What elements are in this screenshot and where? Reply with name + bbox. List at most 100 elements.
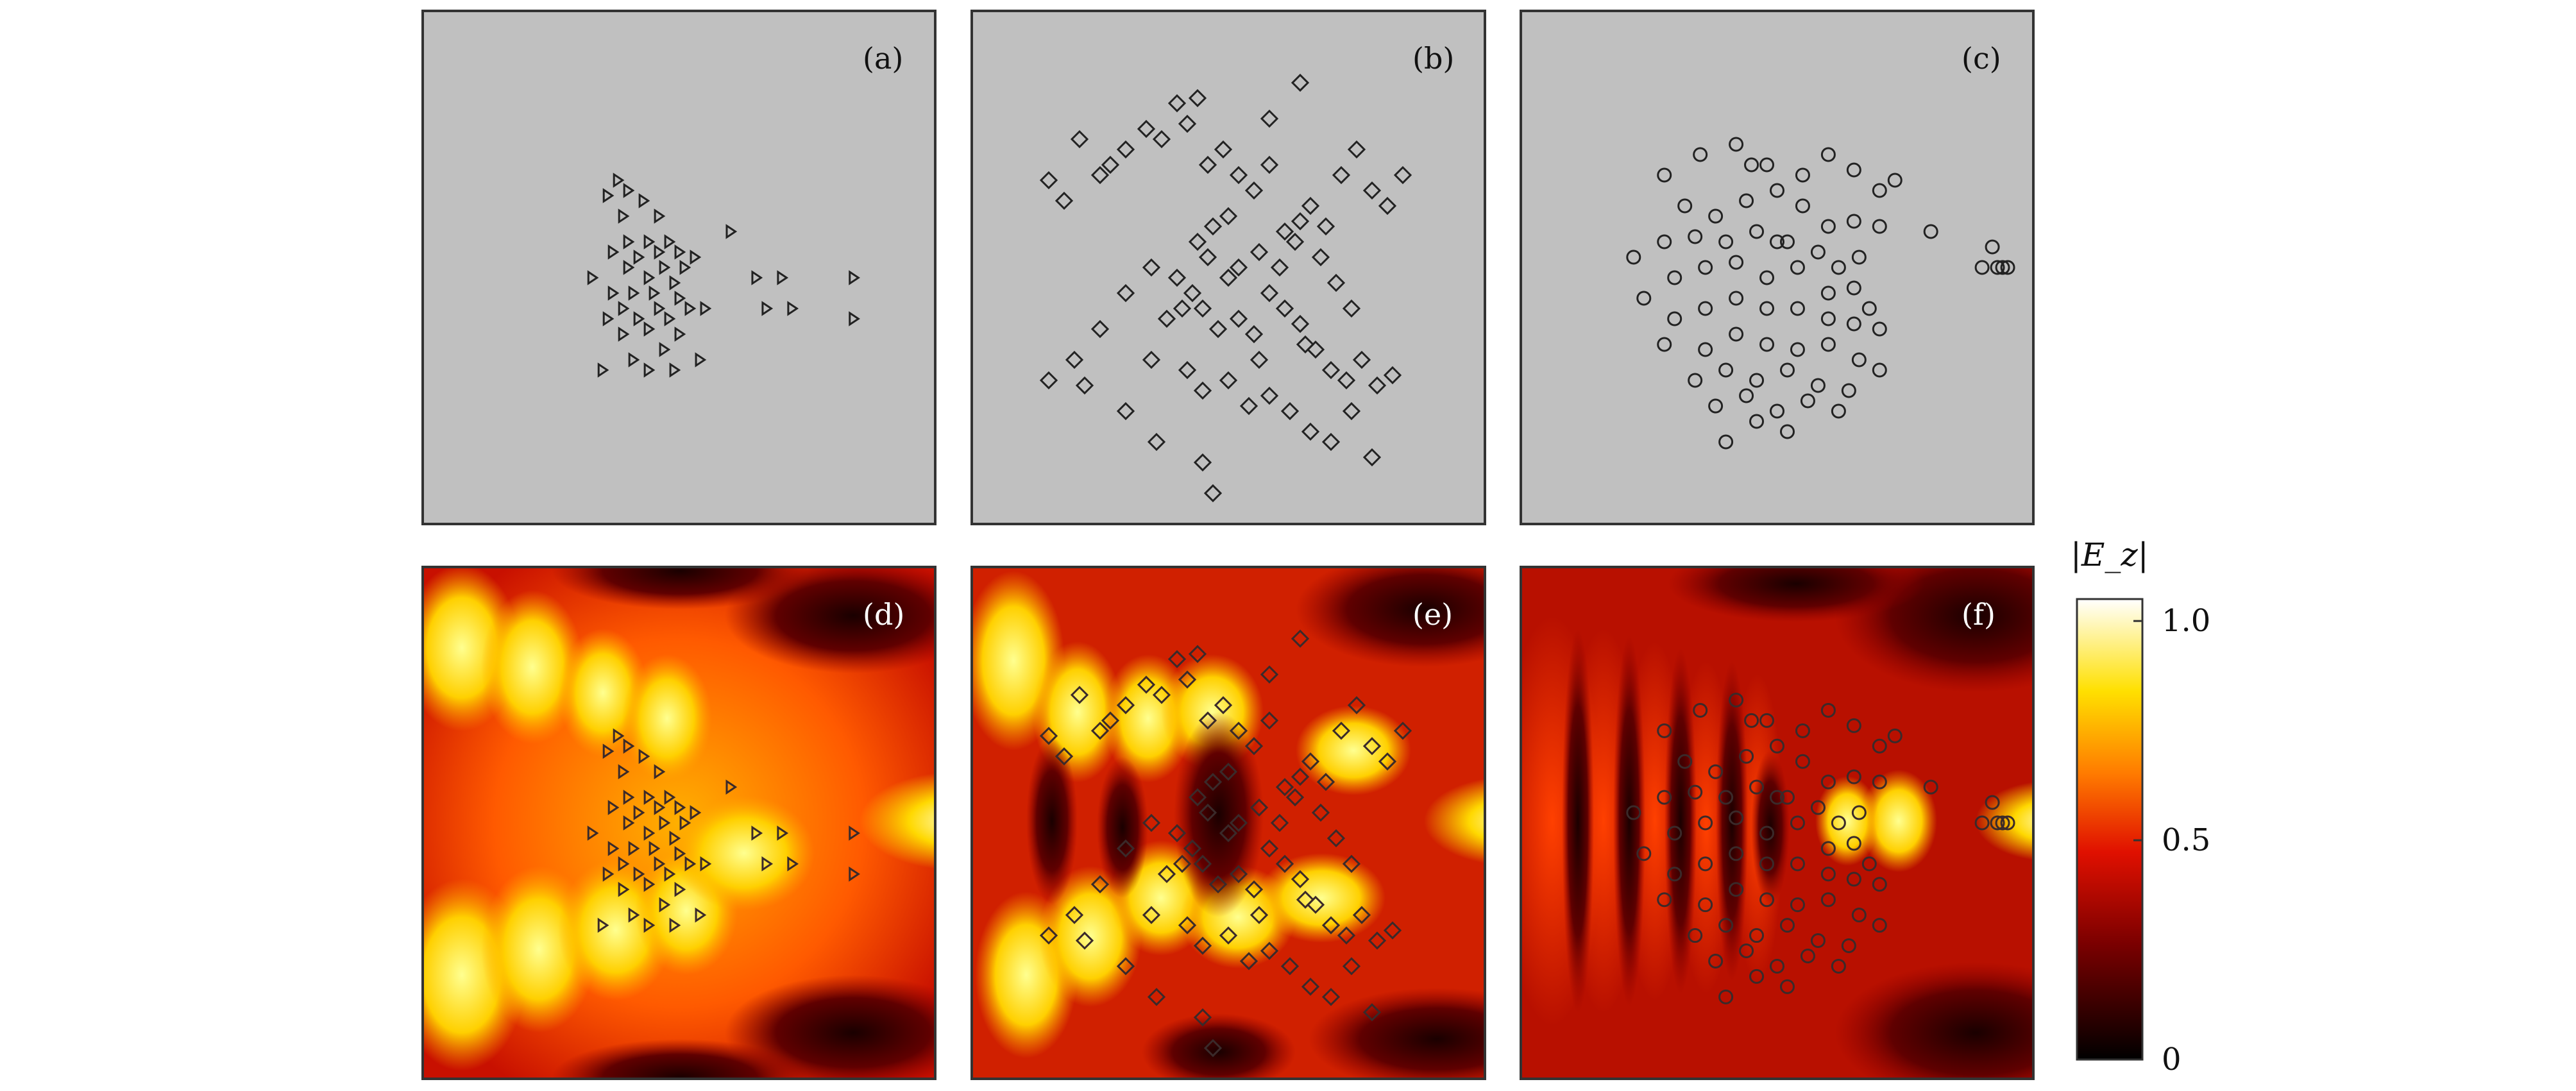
circle-marker	[1677, 754, 1693, 769]
circle-marker	[1708, 953, 1724, 968]
circle-marker	[1688, 784, 1703, 800]
circle-marker	[1872, 219, 1887, 234]
diamond-marker	[1311, 248, 1330, 267]
circle-marker	[1759, 856, 1775, 872]
circle-marker	[1810, 378, 1826, 393]
panel-e: (e)	[970, 566, 1486, 1080]
diamond-marker	[1167, 268, 1187, 287]
triangle-marker	[664, 311, 676, 326]
diamond-marker	[1285, 788, 1305, 807]
diamond-marker	[1342, 299, 1361, 318]
triangle-marker	[602, 743, 614, 759]
diamond-marker	[1229, 813, 1248, 833]
panel-a-label: (a)	[863, 41, 903, 76]
circle-marker	[1820, 285, 1836, 301]
diamond-marker	[1250, 242, 1269, 262]
circle-marker	[1846, 214, 1861, 229]
field-lobe	[622, 654, 712, 782]
circle-marker	[1749, 968, 1765, 984]
circle-marker	[1779, 424, 1795, 439]
circle-marker	[1739, 388, 1754, 403]
circle-marker	[1729, 255, 1744, 270]
circle-marker	[1718, 918, 1734, 933]
triangle-marker	[654, 301, 666, 316]
diamond-marker	[1039, 926, 1058, 945]
circle-marker	[1744, 157, 1759, 173]
field-dark	[1026, 738, 1078, 904]
triangle-marker	[618, 208, 630, 224]
circle-marker	[1820, 774, 1836, 790]
circle-marker	[1995, 815, 2010, 831]
circle-marker	[1718, 362, 1734, 378]
diamond-marker	[1157, 865, 1176, 883]
triangle-marker	[643, 876, 656, 892]
triangle-marker	[613, 173, 625, 188]
circle-marker	[1831, 403, 1846, 419]
triangle-marker	[643, 362, 656, 378]
diamond-marker	[1342, 854, 1361, 873]
diamond-marker	[1188, 645, 1207, 663]
triangle-marker	[623, 790, 635, 805]
triangle-marker	[648, 841, 661, 856]
circle-marker	[1636, 846, 1652, 861]
diamond-marker	[1378, 196, 1397, 216]
field-lobe	[1296, 706, 1411, 795]
panel-e-label: (e)	[1412, 597, 1453, 632]
circle-marker	[1770, 234, 1784, 249]
diamond-marker	[1368, 376, 1387, 395]
diamond-marker	[1250, 906, 1269, 924]
triangle-marker	[648, 285, 661, 301]
triangle-marker	[674, 846, 686, 861]
field-dark	[1097, 757, 1148, 898]
triangle-marker	[684, 301, 697, 316]
diamond-marker	[1260, 665, 1279, 684]
panel-d-frame	[421, 566, 936, 1080]
panel-a-bg	[421, 10, 936, 525]
triangle-marker	[623, 815, 635, 831]
circle-marker	[1846, 769, 1861, 784]
triangle-marker	[690, 249, 702, 265]
circle-marker	[1995, 260, 2010, 275]
triangle-marker	[849, 825, 860, 841]
diamond-marker	[1065, 350, 1084, 369]
triangle-marker	[618, 326, 630, 342]
circle-marker	[1872, 738, 1887, 754]
diamond-marker	[1270, 258, 1289, 277]
diamond-marker	[1208, 875, 1228, 893]
panel-d: (d)	[421, 566, 936, 1080]
diamond-marker	[1188, 89, 1207, 108]
diamond-marker	[1229, 309, 1248, 328]
triangle-marker	[761, 301, 774, 316]
diamond-marker	[1250, 350, 1269, 369]
circle-marker	[1846, 836, 1861, 851]
diamond-marker	[1229, 865, 1248, 883]
triangle-marker	[787, 856, 799, 872]
circle-marker	[1779, 979, 1795, 994]
diamond-marker	[1193, 381, 1212, 400]
diamond-marker	[1075, 931, 1094, 950]
diamond-marker	[1260, 711, 1279, 730]
diamond-marker	[1301, 196, 1320, 216]
triangle-marker	[654, 208, 666, 224]
circle-marker	[1923, 224, 1938, 239]
field-dark	[1835, 962, 2033, 1079]
triangle-marker	[659, 342, 671, 357]
diamond-marker	[1198, 803, 1217, 822]
diamond-marker	[1291, 870, 1310, 888]
diamond-marker	[1203, 484, 1223, 503]
circle-marker	[1872, 321, 1887, 337]
diamond-marker	[1362, 448, 1382, 467]
circle-marker	[1790, 260, 1805, 275]
panel-b-bg	[970, 10, 1486, 525]
triangle-marker	[679, 815, 691, 831]
circle-marker	[1851, 805, 1867, 820]
circle-marker	[1739, 748, 1754, 764]
triangle-marker	[643, 321, 656, 337]
circle-marker	[1626, 805, 1641, 820]
circle-marker	[1718, 434, 1734, 450]
circle-marker	[1872, 183, 1887, 198]
diamond-marker	[1291, 212, 1310, 231]
circle-marker	[1872, 774, 1887, 790]
circle-marker	[1770, 738, 1784, 754]
circle-marker	[1749, 224, 1765, 239]
